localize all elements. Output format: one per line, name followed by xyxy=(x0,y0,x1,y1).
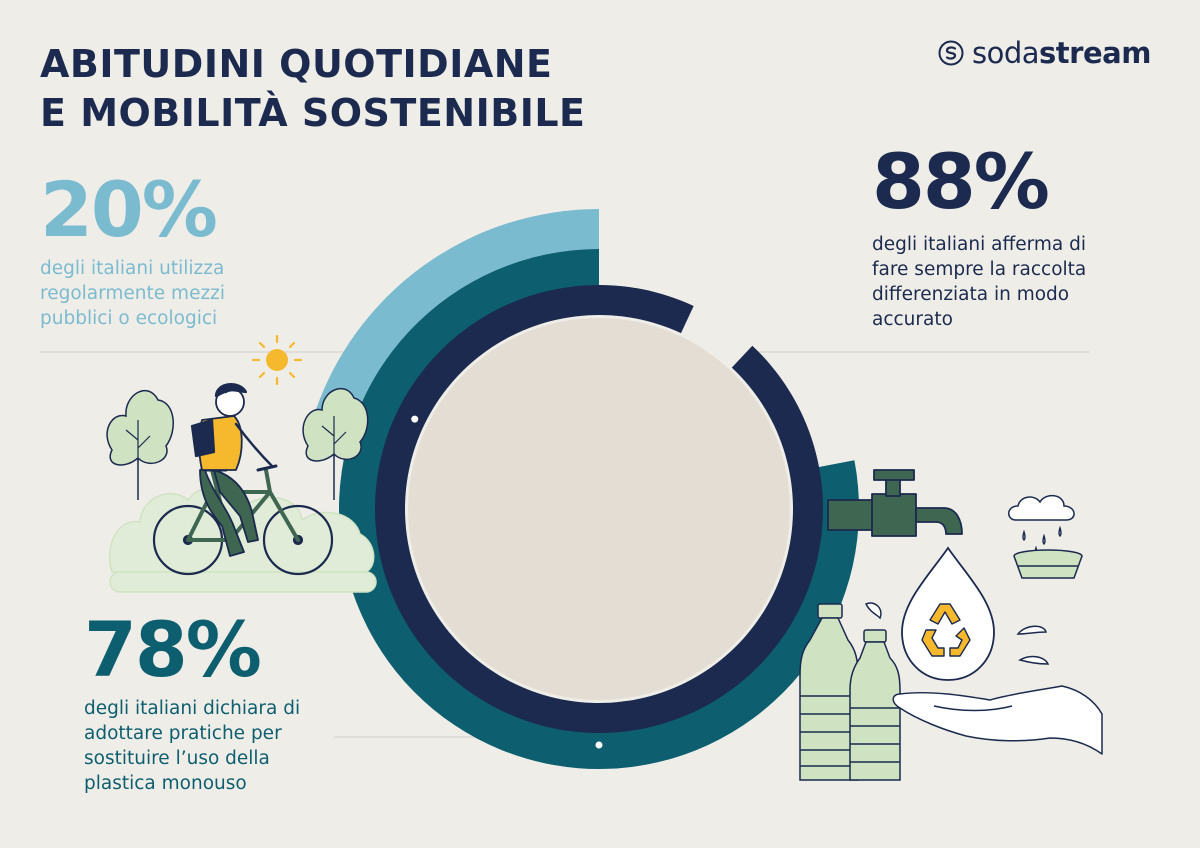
stat-description-public-transport: degli italiani utilizza regolarmente mez… xyxy=(40,258,226,329)
stat-value-public-transport: 20% xyxy=(40,165,218,254)
sun-icon xyxy=(251,334,303,386)
stat-plastic: 78% degli italiani dichiara di adottare … xyxy=(84,612,344,796)
page-title-line-2: E MOBILITÀ SOSTENIBILE xyxy=(40,91,586,135)
chart-center-disc xyxy=(408,318,790,700)
sodastream-logo-icon xyxy=(938,40,964,66)
page-title-line-1: ABITUDINI QUOTIDIANE xyxy=(40,42,553,86)
stat-value-recycling: 88% xyxy=(872,137,1050,226)
sodastream-logo: sodastream xyxy=(938,36,1151,70)
bicycle-front-wheel xyxy=(262,504,334,576)
tree-icon xyxy=(302,387,369,500)
stat-description-plastic: degli italiani dichiara di adottare prat… xyxy=(84,698,301,794)
logo-wordmark-soda: soda xyxy=(972,36,1040,70)
stat-public-transport: 20% degli italiani utilizza regolarmente… xyxy=(40,172,280,331)
stat-recycling: 88% degli italiani afferma di fare sempr… xyxy=(872,144,1112,332)
water-drop-icon xyxy=(901,546,995,681)
stat-description-recycling: degli italiani afferma di fare sempre la… xyxy=(872,234,1087,330)
stat-value-plastic: 78% xyxy=(84,605,262,694)
bottle-icon xyxy=(849,629,901,781)
cyclist-backpack xyxy=(190,418,216,458)
cyclist-illustration xyxy=(152,383,334,576)
logo-wordmark-stream: stream xyxy=(1039,36,1151,70)
bowl-icon xyxy=(1013,549,1083,579)
recycle-icon xyxy=(921,603,971,657)
water-tap-icon xyxy=(827,469,963,537)
bottle-icon xyxy=(799,603,859,781)
chart-dot-recycling xyxy=(411,415,419,423)
cyclist-legs xyxy=(199,467,245,557)
chart-dot-plastic xyxy=(595,741,603,749)
rain-cloud-icon xyxy=(1008,494,1075,558)
page-title: ABITUDINI QUOTIDIANE E MOBILITÀ SOSTENIB… xyxy=(40,40,586,138)
tree-icon xyxy=(106,389,174,500)
hand-icon xyxy=(892,685,1103,755)
logo-wordmark: sodastream xyxy=(972,36,1151,70)
